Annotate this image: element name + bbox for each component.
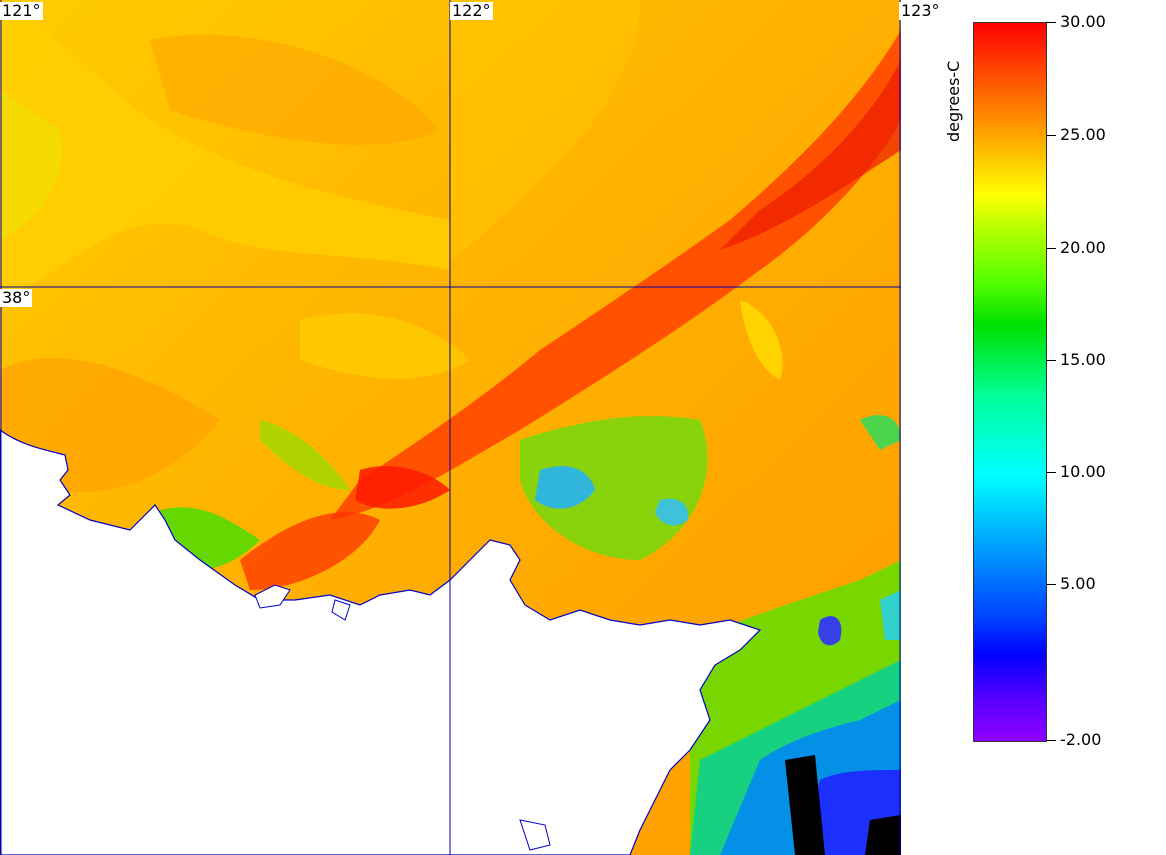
- lon-label-122: 122°: [450, 1, 493, 20]
- sea-surface-temperature-map: [0, 0, 901, 855]
- lat-label-38: 38°: [0, 288, 33, 307]
- graticule: [0, 0, 901, 855]
- colorbar-tick-label: 25.00: [1060, 125, 1106, 144]
- colorbar-unit-label: degrees-C: [944, 60, 963, 142]
- temperature-colorbar: [973, 22, 1047, 742]
- island: [254, 584, 291, 609]
- colorbar-tick-label: 10.00: [1060, 462, 1106, 481]
- liaodong-peninsula-coast: [0, 429, 762, 855]
- land: [0, 429, 762, 855]
- island: [519, 819, 551, 851]
- colorbar-tick: [1046, 22, 1056, 23]
- colorbar-tick-label: 15.00: [1060, 350, 1106, 369]
- colorbar-tick: [1046, 740, 1056, 741]
- colorbar-tick: [1046, 360, 1056, 361]
- lon-label-123: 123°: [899, 1, 942, 20]
- colorbar-tick-label: 20.00: [1060, 238, 1106, 257]
- colorbar-tick-label: 5.00: [1060, 574, 1096, 593]
- colorbar-tick-label: -2.00: [1060, 730, 1102, 749]
- colorbar-tick-label: 30.00: [1060, 12, 1106, 31]
- colorbar-tick: [1046, 584, 1056, 585]
- colorbar-tick: [1046, 472, 1056, 473]
- colorbar-tick: [1046, 135, 1056, 136]
- lon-label-121: 121°: [0, 1, 43, 20]
- colorbar-tick: [1046, 248, 1056, 249]
- island: [331, 599, 351, 621]
